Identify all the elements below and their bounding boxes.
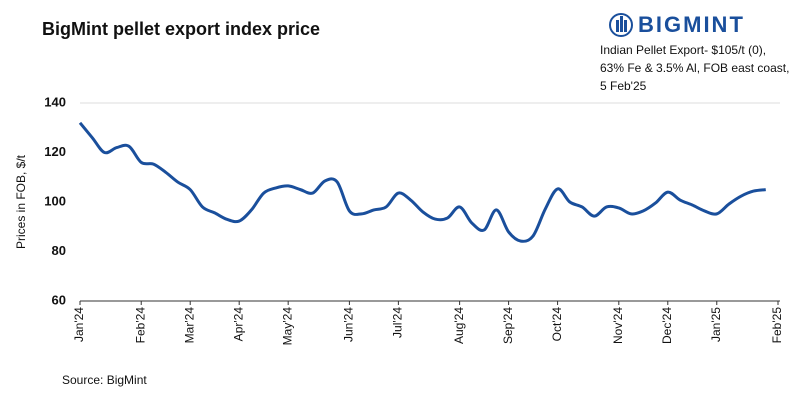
y-tick-label: 100: [44, 193, 66, 208]
x-tick-label: Aug'24: [452, 307, 466, 344]
source: Source: BigMint: [62, 373, 147, 387]
x-tick-label: Feb'24: [133, 307, 147, 344]
brand: BIGMINT: [638, 12, 745, 37]
chart-title: BigMint pellet export index price: [42, 19, 320, 39]
logo-icon: [609, 13, 633, 37]
x-tick-label: Dec'24: [660, 307, 674, 344]
annotation-line: 5 Feb'25: [600, 79, 647, 93]
annotation-line: 63% Fe & 3.5% Al, FOB east coast,: [600, 61, 789, 75]
line-series: [78, 121, 766, 243]
x-tick-label: Mar'24: [182, 307, 196, 344]
x-tick-label: Jun'24: [342, 307, 356, 342]
x-tick-label: Feb'25: [770, 307, 784, 344]
y-tick-label: 120: [44, 144, 66, 159]
x-tick-label: Apr'24: [231, 307, 245, 342]
x-tick-label: Oct'24: [550, 307, 564, 342]
x-tick-label: May'24: [280, 307, 294, 346]
y-tick-label: 140: [44, 94, 66, 109]
y-axis-label: Prices in FOB, $/t: [14, 154, 28, 249]
y-tick-label: 60: [52, 292, 66, 307]
annotation-line: Indian Pellet Export- $105/t (0),: [600, 43, 766, 57]
x-tick-label: Nov'24: [611, 307, 625, 344]
x-tick-label: Jan'24: [72, 307, 86, 342]
x-tick-label: Sep'24: [501, 307, 515, 344]
y-tick-label: 80: [52, 243, 66, 258]
x-tick-label: Jan'25: [709, 307, 723, 342]
x-tick-label: Jul'24: [391, 307, 405, 338]
